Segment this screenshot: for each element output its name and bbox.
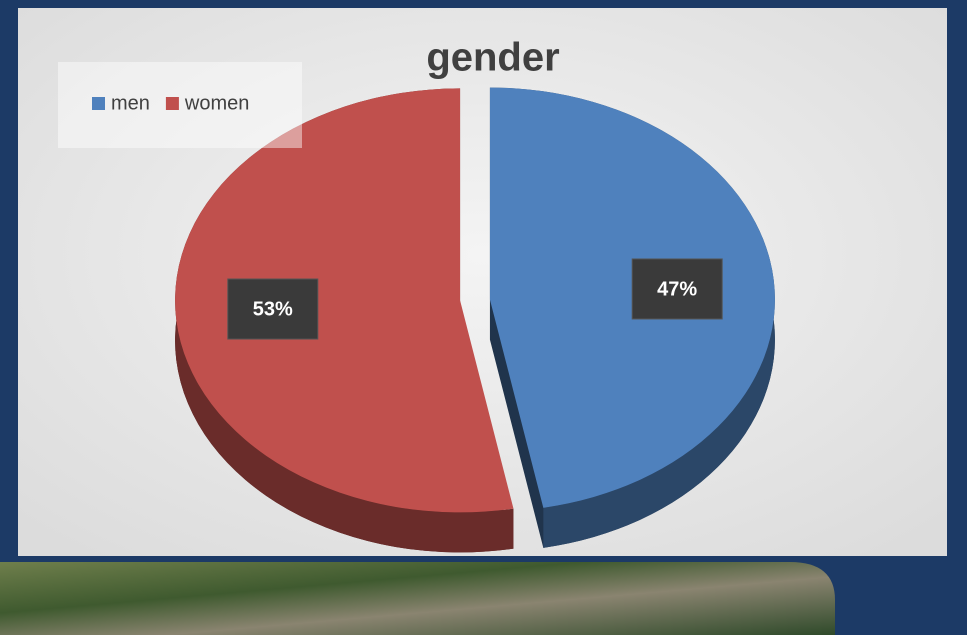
photo-strip: [0, 562, 835, 635]
legend-label: men: [111, 92, 150, 114]
slide: 47% 53% gender men women: [0, 0, 967, 635]
legend-swatch: [92, 97, 105, 110]
chart-title: gender: [426, 36, 559, 80]
legend-swatch: [166, 97, 179, 110]
data-label: 53%: [253, 298, 293, 320]
page: {"chart_data": {"type": "pie", "title": …: [0, 0, 967, 635]
data-label: 47%: [657, 278, 697, 300]
legend-label: women: [184, 92, 249, 114]
